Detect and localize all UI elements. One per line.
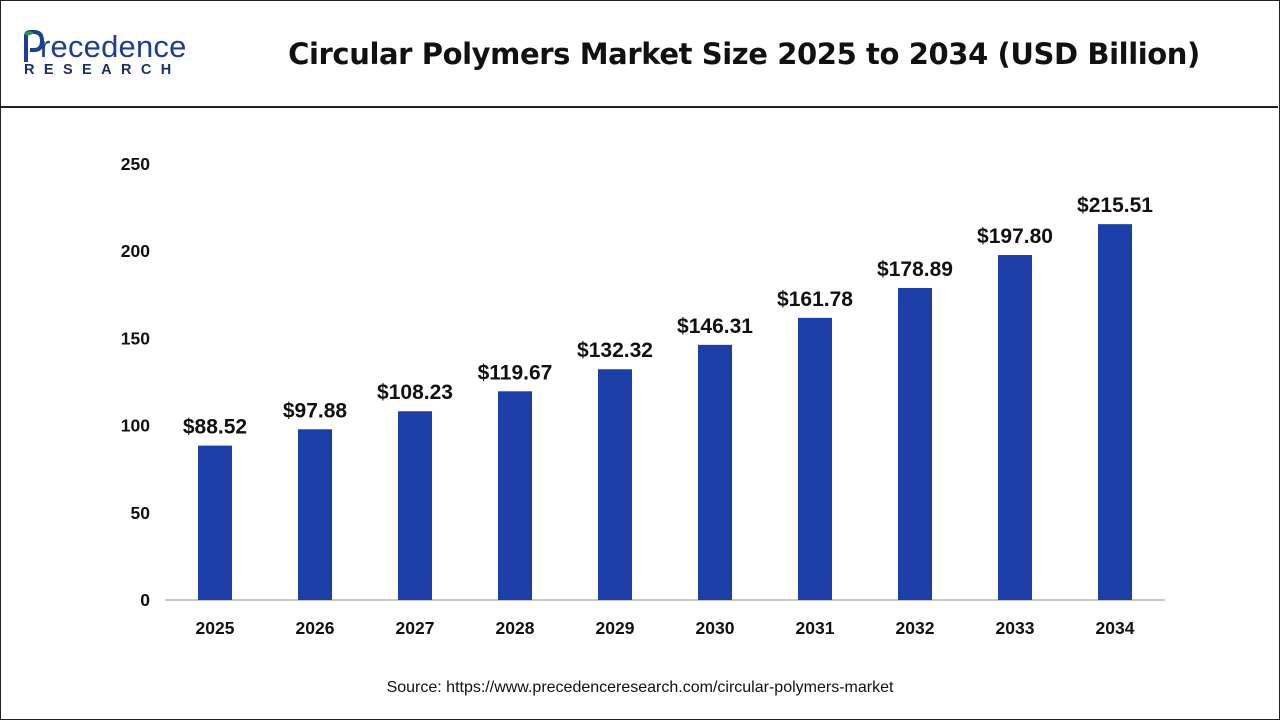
bar-2027: [398, 411, 432, 600]
bar-2026: [298, 429, 332, 600]
x-tick-label-2029: 2029: [596, 618, 635, 638]
source-note: Source: https://www.precedenceresearch.c…: [386, 679, 894, 696]
x-tick-label-2031: 2031: [796, 618, 835, 638]
bar-2029: [598, 369, 632, 600]
y-tick-label: 50: [131, 503, 151, 523]
x-tick-label-2032: 2032: [896, 618, 935, 638]
data-labels: $88.52 $97.88 $108.23 $119.67 $132.32 $146.31…: [183, 194, 1153, 438]
data-label-2032: $178.89: [877, 258, 953, 281]
data-label-2031: $161.78: [777, 288, 853, 311]
brand-logo: recedence RESEARCH: [22, 30, 212, 82]
y-axis-ticks: 0 50 100 150 200 250: [121, 154, 150, 610]
brand-subtitle: RESEARCH: [24, 62, 181, 78]
y-tick-label: 150: [121, 328, 150, 348]
x-tick-label-2028: 2028: [496, 618, 535, 638]
bar-2033: [998, 255, 1032, 600]
header: recedence RESEARCH Circular Polymers Mar…: [0, 0, 1278, 108]
data-label-2034: $215.51: [1077, 194, 1153, 217]
data-label-2026: $97.88: [283, 399, 348, 422]
y-tick-label: 200: [121, 241, 150, 261]
bar-2028: [498, 391, 532, 600]
data-label-2028: $119.67: [478, 361, 553, 384]
x-tick-label-2025: 2025: [196, 618, 235, 638]
x-axis-ticks: 2025 2026 2027 2028 2029 2030 2031 2032 2033 2034: [196, 618, 1135, 638]
y-tick-label: 0: [140, 590, 150, 610]
bar-2032: [898, 288, 932, 600]
y-tick-label: 250: [121, 154, 150, 174]
data-label-2027: $108.23: [377, 381, 453, 404]
bar-2030: [698, 344, 732, 600]
bar-2031: [798, 317, 832, 600]
data-label-2030: $146.31: [677, 315, 753, 338]
brand-name: recedence: [40, 29, 187, 64]
x-tick-label-2033: 2033: [996, 618, 1035, 638]
bar-2034: [1098, 224, 1132, 600]
data-label-2025: $88.52: [183, 416, 247, 439]
x-tick-label-2026: 2026: [296, 618, 335, 638]
x-tick-label-2030: 2030: [696, 618, 735, 638]
bars: [198, 224, 1132, 600]
data-label-2033: $197.80: [977, 225, 1053, 248]
leaf-p-icon: [24, 30, 45, 62]
data-label-2029: $132.32: [577, 339, 653, 362]
chart-title: Circular Polymers Market Size 2025 to 20…: [288, 37, 1200, 71]
x-tick-label-2034: 2034: [1096, 618, 1135, 638]
y-tick-label: 100: [121, 416, 150, 436]
x-tick-label-2027: 2027: [396, 618, 435, 638]
bar-2025: [198, 445, 232, 600]
